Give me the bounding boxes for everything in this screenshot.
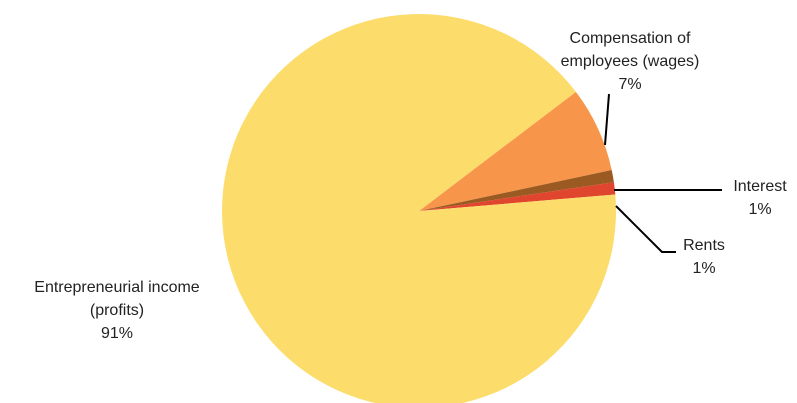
slice-label-profits-line-2: (profits) <box>90 302 144 319</box>
leader-line-rents <box>615 205 676 253</box>
leader-lines <box>604 93 722 253</box>
leader-line-wages <box>604 93 610 146</box>
slice-label-wages: Compensation of employees (wages) 7% <box>561 30 700 93</box>
slice-label-wages-line-2: employees (wages) <box>561 53 700 70</box>
slice-value-rents: 1% <box>692 260 715 277</box>
slice-value-wages: 7% <box>618 76 641 93</box>
slice-label-profits: Entrepreneurial income (profits) 91% <box>34 279 200 342</box>
slice-label-rents: Rents 1% <box>683 237 725 277</box>
slice-value-profits: 91% <box>101 325 133 342</box>
slice-label-profits-line-1: Entrepreneurial income <box>34 279 200 296</box>
pie-slice-compensation-of-employees-wages <box>419 91 612 211</box>
slice-label-interest-line-1: Interest <box>733 178 787 195</box>
pie-slice-entrepreneurial-income-profits <box>222 14 616 403</box>
pie-slices <box>222 14 616 403</box>
pie-slice-rents <box>419 182 616 211</box>
pie-slice-interest <box>419 170 614 211</box>
slice-label-interest: Interest 1% <box>733 178 787 218</box>
slice-label-rents-line-1: Rents <box>683 237 725 254</box>
slice-value-interest: 1% <box>748 201 771 218</box>
slice-label-wages-line-1: Compensation of <box>570 30 692 47</box>
